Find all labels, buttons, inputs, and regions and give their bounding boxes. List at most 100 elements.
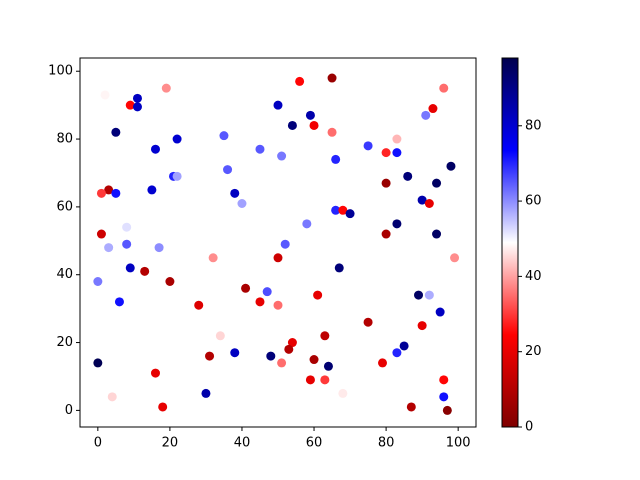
x-tick-label: 20 [162, 436, 179, 451]
point [273, 300, 283, 310]
y-tick-label: 20 [56, 335, 73, 350]
point [284, 344, 294, 354]
point [392, 219, 402, 229]
point [172, 171, 182, 181]
x-tick-label: 100 [446, 436, 471, 451]
point [125, 263, 135, 273]
x-tick-label: 0 [94, 436, 102, 451]
point [161, 83, 171, 93]
point [241, 283, 251, 293]
point [428, 104, 438, 114]
point [122, 239, 132, 249]
x-tick-label: 40 [234, 436, 251, 451]
point [302, 219, 312, 229]
y-tick-label: 80 [56, 132, 73, 147]
point [421, 110, 431, 120]
point [255, 297, 265, 307]
point [122, 222, 132, 232]
point [450, 253, 460, 263]
axes-frame [79, 57, 477, 428]
point [331, 154, 341, 164]
point [442, 405, 452, 415]
point [403, 171, 413, 181]
point [230, 348, 240, 358]
point [93, 358, 103, 368]
point [392, 148, 402, 158]
point [100, 90, 110, 100]
colorbar-tick-label: 40 [525, 269, 542, 284]
point [323, 361, 333, 371]
point [439, 392, 449, 402]
point [165, 277, 175, 287]
point [287, 338, 297, 348]
point [147, 185, 157, 195]
point [377, 358, 387, 368]
point [320, 375, 330, 385]
point [150, 144, 160, 154]
point [172, 134, 182, 144]
y-tick-label: 100 [48, 64, 73, 79]
point [104, 185, 114, 195]
y-tick-label: 60 [56, 199, 73, 214]
point [392, 134, 402, 144]
point [154, 243, 164, 253]
point [96, 229, 106, 239]
point [417, 195, 427, 205]
point [219, 131, 229, 141]
point [111, 127, 121, 137]
colorbar-tick-label: 20 [525, 344, 542, 359]
point [132, 102, 142, 112]
x-tick-label: 60 [306, 436, 323, 451]
point [295, 76, 305, 86]
point [439, 83, 449, 93]
point [309, 120, 319, 130]
colorbar [501, 57, 519, 428]
point [215, 331, 225, 341]
y-tick-label: 0 [65, 403, 73, 418]
colorbar-tick-label: 60 [525, 194, 542, 209]
point [230, 188, 240, 198]
point [381, 148, 391, 158]
point [417, 321, 427, 331]
point [158, 402, 168, 412]
point [338, 205, 348, 215]
point [255, 144, 265, 154]
point [313, 290, 323, 300]
point [435, 307, 445, 317]
point [277, 151, 287, 161]
point [432, 229, 442, 239]
point [125, 100, 135, 110]
point [194, 300, 204, 310]
colorbar-tick-label: 0 [525, 420, 533, 435]
point [205, 351, 215, 361]
point [237, 198, 247, 208]
point [320, 331, 330, 341]
point [327, 127, 337, 137]
point [424, 198, 434, 208]
point [104, 243, 114, 253]
colorbar-tick-label: 80 [525, 118, 542, 133]
point [273, 253, 283, 263]
point [363, 141, 373, 151]
point [273, 100, 283, 110]
point [107, 392, 117, 402]
x-tick-label: 80 [378, 436, 395, 451]
point [406, 402, 416, 412]
point [201, 388, 211, 398]
point [432, 178, 442, 188]
point [381, 178, 391, 188]
point [150, 368, 160, 378]
point [381, 229, 391, 239]
point [414, 290, 424, 300]
point [266, 351, 276, 361]
point [334, 263, 344, 273]
point [96, 188, 106, 198]
y-tick-label: 40 [56, 267, 73, 282]
point [93, 277, 103, 287]
point [363, 317, 373, 327]
point [140, 266, 150, 276]
point [392, 348, 402, 358]
point [223, 165, 233, 175]
point [287, 120, 297, 130]
